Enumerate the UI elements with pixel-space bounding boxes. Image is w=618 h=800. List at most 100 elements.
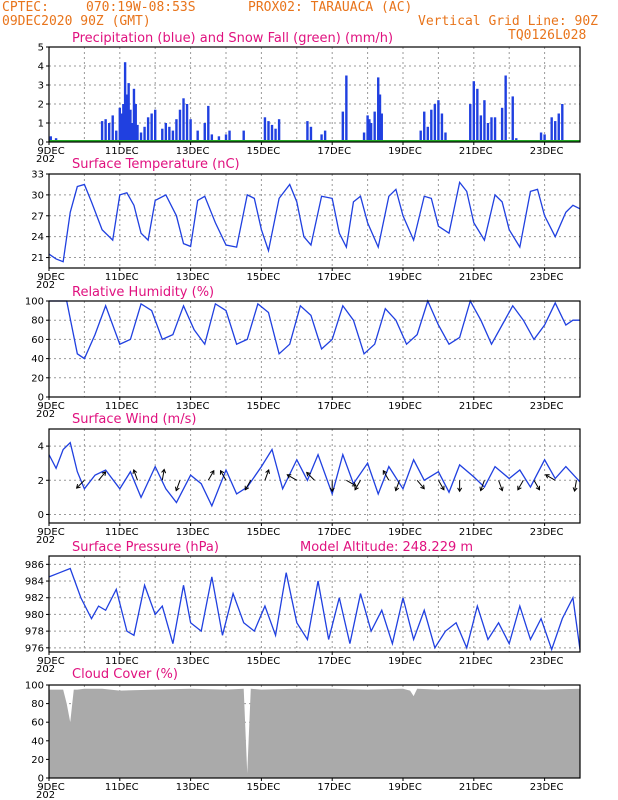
panel-subtitle-pres: Model Altitude: 248.229 m — [300, 540, 473, 555]
x-tick-label: 23DEC — [530, 782, 564, 793]
precip-bar — [150, 113, 153, 142]
panel-pres: Surface Pressure (hPa) Model Altitude: 24… — [25, 540, 581, 675]
x-tick-label: 23DEC — [530, 401, 564, 412]
y-tick-label: 986 — [25, 560, 44, 571]
precip-bar — [561, 104, 564, 142]
precip-bar — [486, 123, 490, 142]
x-tick-label: 23DEC — [530, 656, 564, 667]
precip-bar — [557, 113, 560, 142]
wind-arrow-head — [174, 486, 180, 492]
precip-bar — [423, 111, 426, 142]
x-tick-label: 11DEC — [105, 656, 139, 667]
x-tick-label: 9DEC — [37, 401, 64, 412]
y-tick-label: 21 — [31, 253, 44, 264]
wind-arrow-head — [382, 469, 388, 475]
panel-title-wind: Surface Wind (m/s) — [72, 412, 196, 427]
y-tick-label: 40 — [31, 354, 44, 365]
precip-bar — [132, 88, 136, 142]
wind-arrow-head — [244, 485, 250, 491]
precip-bar — [123, 62, 127, 143]
y-tick-label: 978 — [25, 627, 44, 638]
precip-bar — [207, 105, 210, 142]
cloud-area — [49, 688, 580, 778]
precip-bar — [345, 75, 348, 142]
precip-bar — [168, 126, 171, 142]
x-year-stub: 202 — [36, 280, 55, 291]
panel-title-precip: Precipitation (blue) and Snow Fall (gree… — [72, 31, 393, 46]
x-tick-label: 13DEC — [176, 527, 210, 538]
precip-bar — [362, 132, 366, 142]
wind-arrow-head — [306, 471, 311, 477]
wind-arrow-head — [161, 468, 167, 474]
header-code: TQ0126L028 — [508, 28, 587, 43]
precip-bar — [164, 123, 168, 142]
header-source-label: CPTEC: — [2, 0, 49, 15]
x-year-stub: 202 — [36, 154, 55, 165]
precip-bar — [500, 107, 504, 142]
panel-rh: Relative Humidity (%) 0 20 40 60 80 100 9DEC 11D… — [25, 285, 581, 420]
wind-arrow — [545, 474, 556, 481]
precip-bar — [267, 121, 270, 142]
panel-title-cloud: Cloud Cover (%) — [72, 667, 178, 682]
header-coords: 070:19W-08:53S — [86, 0, 196, 15]
wind-arrow — [574, 480, 577, 492]
x-tick-label: 15DEC — [247, 146, 281, 157]
x-tick-label: 15DEC — [247, 782, 281, 793]
wind-arrow-head — [572, 487, 578, 493]
x-tick-label: 13DEC — [176, 272, 210, 283]
header-station: PROX02: TARAUACA (AC) — [248, 0, 413, 15]
precip-bar — [306, 121, 309, 142]
wind-arrow-head — [440, 485, 445, 491]
precip-bar — [550, 117, 553, 142]
precip-bar — [185, 104, 189, 142]
wind-arrow-head — [210, 469, 215, 475]
x-tick-label: 17DEC — [317, 146, 351, 157]
series-line-wind — [48, 441, 581, 508]
x-tick-label: 11DEC — [105, 146, 139, 157]
x-tick-label: 11DEC — [105, 272, 139, 283]
precip-bar — [377, 77, 380, 142]
wind-arrow-head — [420, 484, 425, 490]
series-line-temp — [48, 180, 581, 263]
y-tick-label: 976 — [25, 643, 44, 654]
wind-arrow-head — [265, 469, 270, 474]
wind-arrow-head — [329, 487, 335, 493]
precip-bar — [539, 132, 543, 142]
y-tick-label: 0 — [38, 138, 44, 149]
precip-bar — [130, 123, 134, 142]
precip-bar — [277, 119, 281, 142]
wind-arrow — [76, 479, 85, 489]
precip-bar — [139, 132, 143, 142]
precip-bar — [430, 109, 433, 142]
wind-arrow — [207, 470, 215, 481]
y-tick-label: 4 — [38, 442, 44, 453]
x-tick-label: 23DEC — [530, 527, 564, 538]
y-tick-label: 20 — [31, 755, 44, 766]
x-tick-label: 15DEC — [247, 527, 281, 538]
panel-temp: Surface Temperature (nC) 21 24 27 30 33 9DEC 11… — [31, 157, 581, 291]
precip-bar — [136, 124, 139, 142]
x-tick-label: 13DEC — [176, 656, 210, 667]
precip-bar — [369, 123, 373, 142]
precip-bar — [49, 136, 52, 142]
x-tick-label: 9DEC — [37, 272, 64, 283]
precip-bar — [373, 111, 376, 142]
y-tick-label: 80 — [31, 316, 44, 327]
precip-bar — [107, 123, 111, 142]
precip-bar — [469, 104, 472, 142]
precip-bar — [263, 117, 267, 142]
y-tick-label: 980 — [25, 610, 44, 621]
precip-bar — [100, 121, 104, 142]
y-tick-label: 5 — [38, 43, 44, 54]
wind-arrow — [416, 479, 425, 490]
precip-bar — [323, 130, 327, 142]
wind-arrow-head — [479, 486, 485, 492]
precip-bar — [419, 130, 422, 142]
y-tick-label: 4 — [38, 62, 44, 73]
wind-arrow — [498, 480, 503, 491]
wind-arrow-head — [354, 485, 359, 491]
x-year-stub: 202 — [36, 664, 55, 675]
wind-arrow — [220, 470, 227, 481]
panel-frame-temp — [48, 173, 581, 269]
x-tick-label: 19DEC — [388, 146, 422, 157]
